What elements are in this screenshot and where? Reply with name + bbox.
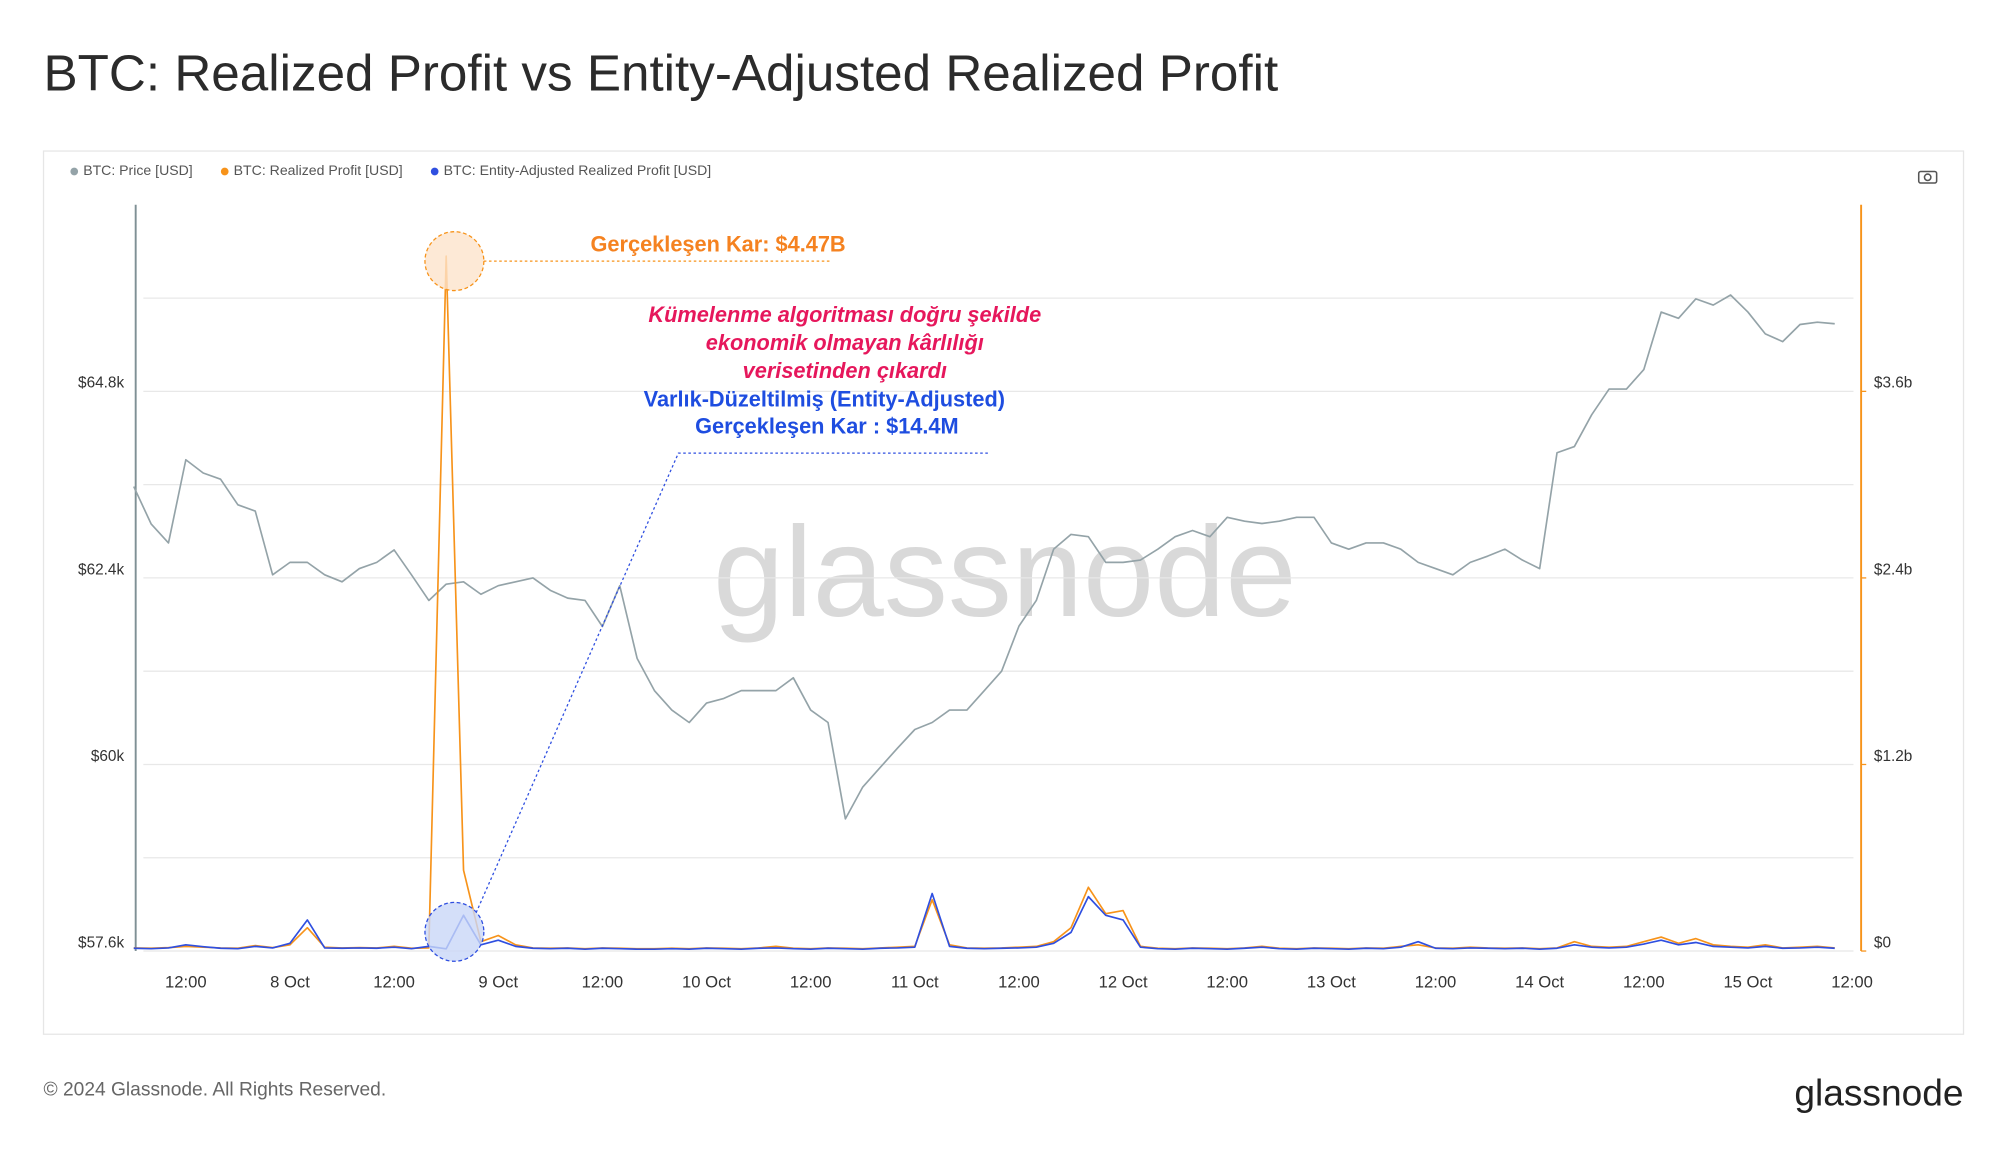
x-tick-label: 12 Oct: [1099, 972, 1148, 991]
camera-lens: [1923, 173, 1932, 182]
x-tick-label: 14 Oct: [1515, 972, 1564, 991]
x-tick-label: 12:00: [1206, 972, 1248, 991]
x-tick-label: 12:00: [998, 972, 1040, 991]
highlight-circle: [424, 901, 485, 962]
series-line: [133, 892, 1835, 951]
y-tick-label: $60k: [91, 748, 125, 765]
y2-tick-label: $1.2b: [1874, 748, 1912, 765]
annotation: ekonomik olmayan kârlılığı: [706, 330, 984, 355]
legend-marker: [70, 167, 79, 176]
x-tick-label: 9 Oct: [478, 972, 518, 991]
legend: BTC: Price [USD] BTC: Realized Profit [US…: [70, 162, 711, 178]
grid: $57.6k $60k $62.4k $64.8k $0 $1.2b $2.4b $3.6b 1…: [78, 297, 1912, 991]
highlight-circle: [424, 231, 485, 292]
x-tick-label: 10 Oct: [682, 972, 731, 991]
y2-tick-label: $3.6b: [1874, 375, 1912, 392]
legend-marker: [220, 167, 229, 176]
x-tick-label: 12:00: [1623, 972, 1665, 991]
x-tick-label: 11 Oct: [891, 972, 939, 991]
x-tick-label: 12:00: [582, 972, 624, 991]
page-title: BTC: Realized Profit vs Entity-Adjusted …: [44, 44, 1279, 101]
x-tick-label: 13 Oct: [1307, 972, 1356, 991]
logo: glassnode: [1794, 1071, 1963, 1113]
x-tick-label: 15 Oct: [1723, 972, 1772, 991]
annotations: Gerçekleşen Kar: $4.47B Kümelenme algori…: [424, 231, 1041, 962]
camera-icon[interactable]: [1917, 170, 1938, 184]
legend-label: BTC: Price [USD]: [83, 162, 193, 178]
annotation: verisetinden çıkardı: [743, 358, 947, 383]
y2-tick-label: $0: [1874, 934, 1891, 951]
x-tick-label: 12:00: [790, 972, 832, 991]
camera-body: [1917, 170, 1938, 184]
leader-line: [475, 452, 990, 913]
x-tick-label: 12:00: [373, 972, 415, 991]
legend-marker: [430, 167, 439, 176]
legend-label: BTC: Realized Profit [USD]: [234, 162, 403, 178]
chart-frame: [42, 150, 1965, 1035]
x-tick-label: 12:00: [1415, 972, 1457, 991]
plot: [133, 255, 1835, 951]
watermark: glassnode: [713, 501, 1297, 644]
y-tick-label: $57.6k: [78, 934, 124, 951]
x-tick-label: 12:00: [165, 972, 207, 991]
annotation: Kümelenme algoritması doğru şekilde: [648, 302, 1041, 327]
x-tick-label: 8 Oct: [270, 972, 310, 991]
copyright: © 2024 Glassnode. All Rights Reserved.: [44, 1080, 387, 1101]
series-line: [133, 294, 1835, 820]
y2-tick-label: $2.4b: [1874, 561, 1912, 578]
x-tick-label: 12:00: [1831, 972, 1873, 991]
annotation: Gerçekleşen Kar: $4.47B: [591, 232, 846, 257]
annotation: Varlık-Düzeltilmiş (Entity-Adjusted): [644, 386, 1005, 411]
y-tick-label: $62.4k: [78, 561, 124, 578]
legend-label: BTC: Entity-Adjusted Realized Profit [US…: [444, 162, 712, 178]
y-tick-label: $64.8k: [78, 375, 124, 392]
annotation: Gerçekleşen Kar : $14.4M: [695, 413, 959, 438]
